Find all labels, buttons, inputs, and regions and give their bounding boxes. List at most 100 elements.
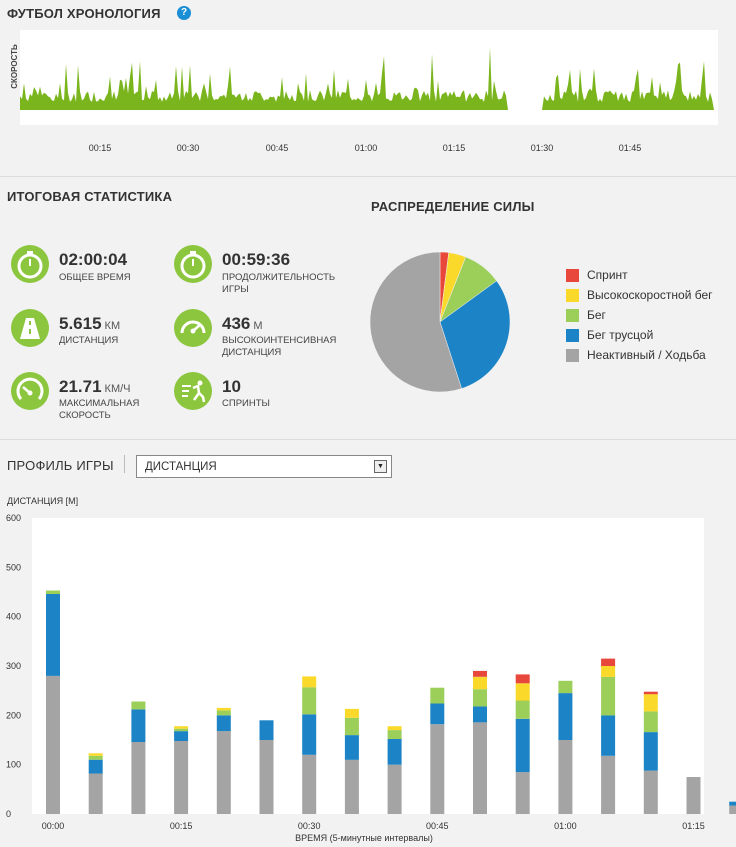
bar-segment — [515, 718, 530, 773]
bar-segment — [216, 710, 231, 716]
bar-segment — [387, 730, 402, 739]
bar-segment — [88, 753, 103, 756]
power-pie-chart — [369, 251, 511, 393]
bar-segment — [601, 666, 616, 677]
speedometer-icon — [11, 372, 49, 410]
bar-segment — [558, 740, 573, 814]
stopwatch-icon — [174, 245, 212, 283]
metric-select-value: ДИСТАНЦИЯ — [145, 461, 217, 473]
x-tick-label: 01:15 — [682, 821, 705, 831]
bar-segment — [601, 658, 616, 666]
x-tick-label: 00:30 — [298, 821, 321, 831]
bar-segment — [344, 735, 359, 760]
bar-segment — [344, 717, 359, 736]
summary-title: ИТОГОВАЯ СТАТИСТИКА — [7, 189, 173, 204]
legend-label: Неактивный / Ходьба — [587, 348, 706, 362]
metric-select[interactable]: ДИСТАНЦИЯ ▼ — [136, 455, 392, 478]
x-tick-label: 00:00 — [42, 821, 65, 831]
chevron-down-icon[interactable]: ▼ — [374, 460, 387, 473]
bar-segment — [643, 732, 658, 771]
bar-ylabel: ДИСТАНЦИЯ [М] — [7, 496, 79, 506]
speed-area — [20, 47, 718, 110]
timeline-tick-label: 01:15 — [442, 143, 466, 153]
bar-segment — [46, 675, 60, 814]
x-tick-label: 00:45 — [426, 821, 449, 831]
bar-segment — [515, 772, 530, 814]
bar-segment — [473, 676, 487, 690]
stat-game-duration: 00:59:36 — [222, 250, 291, 269]
bar-segment — [686, 777, 701, 814]
bar-segment — [88, 755, 103, 760]
bar-segment — [88, 773, 103, 814]
stat-total-time: 02:00:04 — [59, 250, 128, 269]
stat-sprints-label: СПРИНТЫ — [222, 398, 270, 409]
bar-segment — [302, 687, 317, 715]
y-tick-label: 500 — [6, 562, 21, 572]
y-tick-label: 0 — [6, 809, 11, 819]
timeline-chart — [20, 30, 718, 125]
distance-bar-chart: 0 100 200 300 400 500 600 00:00 00:15 00:30 00:45 0… — [6, 513, 736, 843]
bar-segment — [216, 731, 231, 814]
bar-segment — [174, 728, 189, 732]
bar-segment — [558, 693, 573, 740]
road-icon — [11, 309, 49, 347]
bar-segment — [729, 801, 736, 806]
bar-segment — [729, 805, 736, 814]
stat-game-duration-label: ПРОДОЛЖИТЕЛЬНОСТЬ ИГРЫ — [222, 272, 336, 295]
bar-segment — [515, 700, 530, 719]
timeline-plot-bg — [20, 30, 718, 125]
bar-segment — [643, 691, 658, 695]
bar-segment — [259, 740, 274, 814]
stat-max-speed-label: МАКСИМАЛЬНАЯ СКОРОСТЬ — [59, 398, 140, 421]
timeline-tick-label: 01:30 — [530, 143, 554, 153]
bar-segment — [601, 715, 616, 756]
bar-segment — [216, 707, 231, 711]
bar-segment — [302, 714, 317, 755]
bar-segment — [88, 759, 103, 774]
timeline-ylabel: СКОРОСТЬ — [9, 44, 19, 89]
bar-segment — [46, 594, 60, 676]
timeline-title: ФУТБОЛ ХРОНОЛОГИЯ — [7, 6, 161, 21]
x-tick-label: 00:15 — [170, 821, 193, 831]
bar-segment — [344, 759, 359, 814]
timeline-tick-label: 01:45 — [618, 143, 642, 153]
timeline-tick-label: 00:30 — [176, 143, 200, 153]
timeline-tick-label: 00:45 — [265, 143, 289, 153]
bar-segment — [643, 770, 658, 814]
legend-label: Спринт — [587, 268, 628, 282]
bar-segment — [302, 754, 317, 814]
stopwatch-icon — [11, 245, 49, 283]
divider — [0, 439, 736, 440]
help-icon[interactable]: ? — [177, 6, 191, 20]
legend-swatch — [566, 309, 579, 322]
bar-segment — [387, 764, 402, 814]
legend-swatch — [566, 349, 579, 362]
stat-total-time-label: ОБЩЕЕ ВРЕМЯ — [59, 272, 131, 283]
pie-slice — [439, 280, 511, 389]
bar-segment — [515, 683, 530, 701]
legend-label: Бег — [587, 308, 606, 322]
bar-segment — [430, 703, 445, 725]
legend-label: Бег трусцой — [587, 328, 654, 342]
y-tick-label: 600 — [6, 513, 21, 523]
bar-segment — [601, 755, 616, 814]
gauge-icon — [174, 309, 212, 347]
divider — [0, 176, 736, 177]
stat-hi-distance-label: ВЫСОКОИНТЕНСИВНАЯ ДИСТАНЦИЯ — [222, 335, 337, 358]
profile-separator — [124, 455, 125, 473]
bar-segment — [174, 726, 189, 729]
stat-hi-distance: 436 М — [222, 314, 263, 333]
bar-segment — [46, 590, 60, 594]
bar-segment — [131, 709, 146, 742]
y-tick-label: 400 — [6, 612, 21, 622]
bar-segment — [601, 676, 616, 716]
bar-segment — [387, 726, 402, 731]
power-title: РАСПРЕДЕЛЕНИЕ СИЛЫ — [371, 199, 535, 214]
bar-segment — [344, 708, 359, 718]
pie-slice — [369, 251, 462, 393]
x-axis-label: ВРЕМЯ (5-минутные интервалы) — [295, 833, 433, 843]
bar-segment — [430, 687, 445, 704]
bar-segment — [174, 741, 189, 814]
stat-max-speed: 21.71 КМ/Ч — [59, 377, 131, 396]
bar-segment — [216, 715, 231, 732]
